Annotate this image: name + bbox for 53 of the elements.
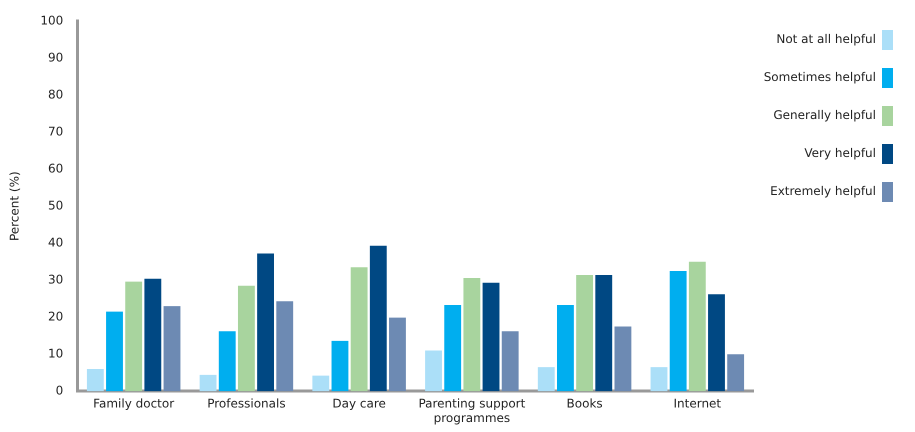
y-tick-label: 20	[48, 309, 64, 324]
bar	[276, 301, 294, 392]
bar	[332, 340, 348, 392]
bar	[538, 367, 555, 392]
y-tick-label: 70	[48, 124, 64, 138]
x-tick-label: Internet	[673, 396, 722, 411]
bar	[688, 262, 706, 392]
y-tick-label: 40	[48, 235, 64, 250]
bar	[708, 294, 725, 392]
bar	[164, 306, 180, 392]
y-tick-label: 10	[48, 346, 64, 360]
bar	[425, 350, 442, 392]
legend-label: Extremely helpful	[770, 184, 876, 198]
y-tick-label: 50	[48, 198, 64, 212]
bar	[106, 312, 123, 392]
y-tick-label: 30	[48, 272, 64, 286]
bar	[218, 331, 236, 392]
bar	[482, 282, 500, 392]
bar	[312, 376, 330, 392]
legend-label: Generally helpful	[773, 108, 876, 122]
y-tick-label: 100	[40, 13, 64, 28]
bar	[350, 267, 368, 392]
y-tick-label: 80	[48, 87, 64, 102]
bar	[238, 286, 255, 392]
x-tick-label: Family doctor	[93, 396, 174, 411]
bar	[670, 270, 687, 392]
bar	[125, 282, 142, 392]
bar	[257, 254, 274, 392]
y-axis-title: Percent (%)	[7, 171, 22, 242]
bar	[614, 326, 632, 392]
bar	[86, 369, 104, 392]
legend-label: Sometimes helpful	[764, 70, 876, 84]
bar	[650, 367, 668, 392]
bar	[463, 278, 480, 392]
x-tick-label: Parenting support programmes	[418, 396, 526, 425]
bar	[595, 275, 612, 392]
legend-label: Very helpful	[804, 146, 876, 160]
bar	[389, 318, 406, 392]
bar	[444, 304, 462, 392]
bar	[144, 278, 162, 392]
bar	[556, 304, 574, 392]
x-tick-label: Day care	[332, 396, 386, 411]
y-tick-label: 0	[56, 383, 64, 398]
bar	[200, 374, 217, 392]
legend-label: Not at all helpful	[776, 32, 876, 46]
x-tick-label: Professionals	[207, 396, 286, 411]
bar	[370, 246, 387, 392]
x-tick-label: Books	[566, 396, 603, 411]
y-tick-label: 60	[48, 161, 64, 176]
y-tick-label: 90	[48, 50, 64, 64]
bar	[502, 331, 519, 392]
bar	[727, 354, 744, 392]
bar	[576, 275, 594, 392]
